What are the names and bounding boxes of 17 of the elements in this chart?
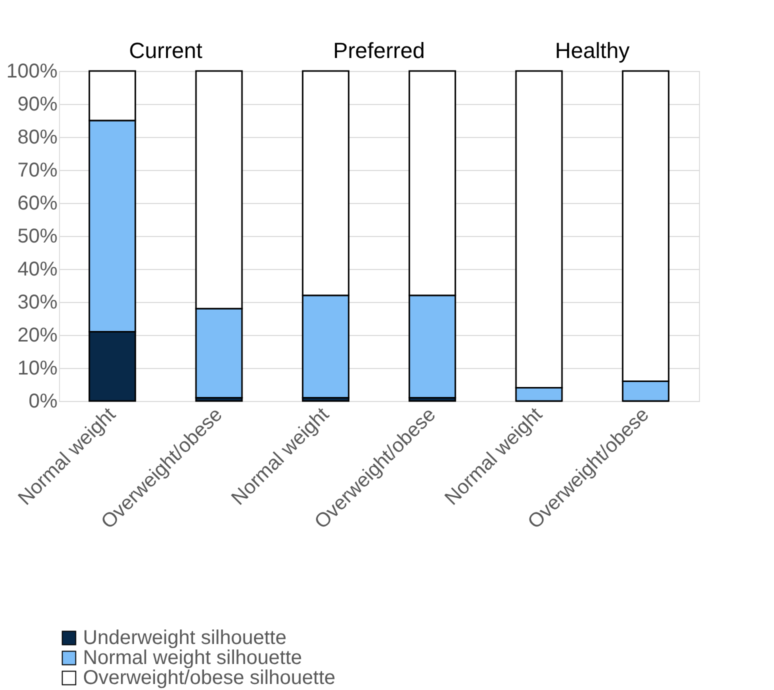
y-tick-label: 60% xyxy=(17,192,58,214)
text: Healthy xyxy=(555,38,630,63)
y-tick-label: 10% xyxy=(17,358,58,380)
y-tick-label: 90% xyxy=(17,94,58,116)
y-tick-label: 100% xyxy=(6,60,58,82)
y-tick-label: 40% xyxy=(17,258,58,280)
y-tick-label: 70% xyxy=(17,160,58,182)
legend-label: Normal weight silhouette xyxy=(83,647,302,669)
y-tick-label: 0% xyxy=(28,390,58,412)
legend-label: Underweight silhouette xyxy=(83,627,286,649)
y-tick-label: 50% xyxy=(17,226,58,248)
y-tick-label: 20% xyxy=(17,324,58,346)
text: Preferred xyxy=(333,38,425,63)
y-tick-label: 80% xyxy=(17,126,58,148)
text: Current xyxy=(128,38,202,63)
legend-label: Overweight/obese silhouette xyxy=(83,667,336,689)
y-tick-label: 30% xyxy=(17,292,58,314)
